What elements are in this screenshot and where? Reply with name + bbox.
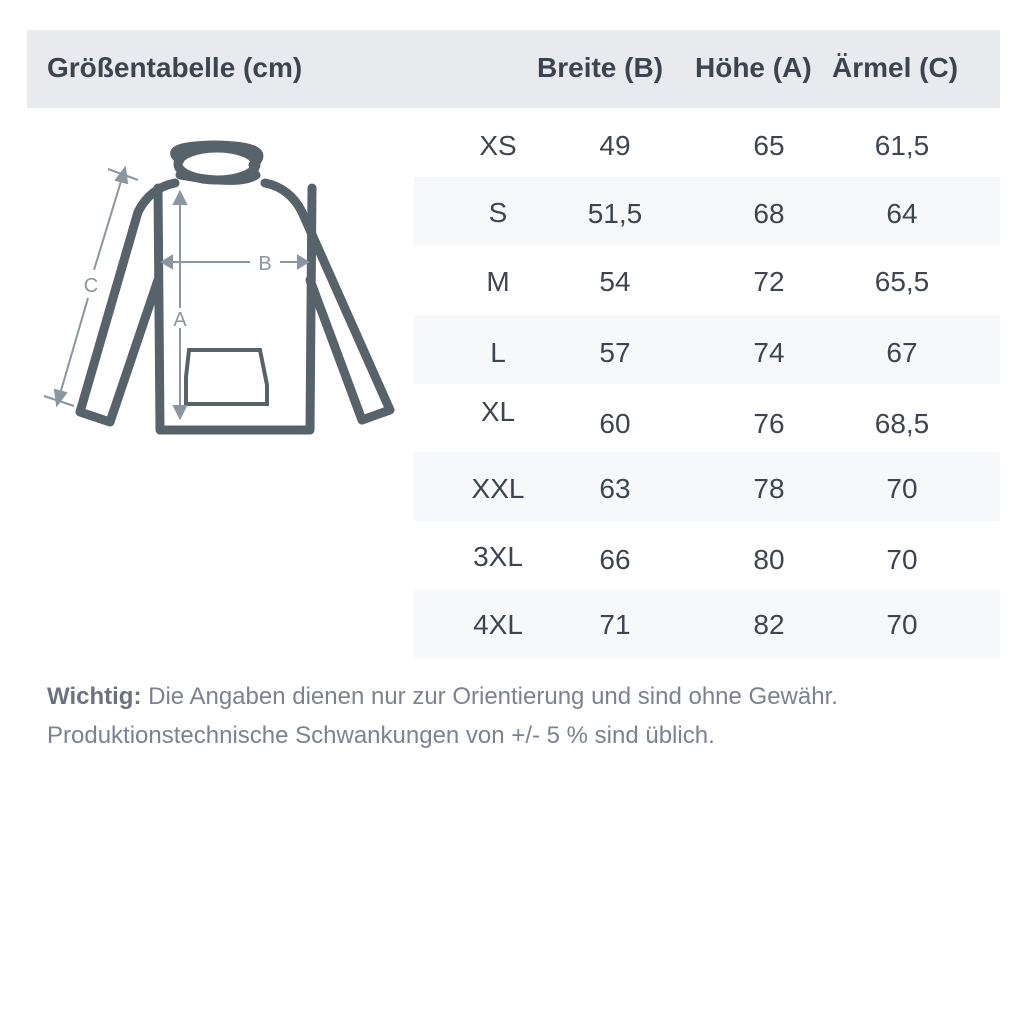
hoehe-cell: 78 (753, 473, 785, 504)
aermel-cell: 68,5 (874, 408, 930, 439)
breite-cell: 51,5 (587, 198, 643, 229)
size-cell: 4XL (473, 609, 523, 640)
table-row: 4XL 71 82 70 (414, 590, 1000, 658)
breite-cell: 63 (599, 473, 631, 504)
aermel-cell: 65,5 (874, 266, 930, 297)
size-cell: S (488, 197, 508, 228)
hoehe-cell: 82 (753, 609, 785, 640)
breite-cell: 54 (599, 266, 631, 297)
aermel-cell: 70 (886, 473, 918, 504)
hoehe-cell: 72 (753, 266, 785, 297)
hoehe-cell: 68 (753, 198, 785, 229)
hoehe-cell: 76 (753, 408, 785, 439)
note-line-1: Die Angaben dienen nur zur Orientierung … (148, 683, 838, 710)
label-b: B (258, 253, 271, 275)
aermel-cell: 61,5 (874, 130, 930, 161)
table-row: XL 60 76 68,5 (414, 384, 1000, 452)
column-header-breite: Breite (B) (537, 52, 664, 83)
hoehe-cell: 80 (753, 544, 785, 575)
size-cell: M (486, 266, 510, 297)
aermel-cell: 67 (886, 337, 918, 368)
hoehe-cell: 74 (753, 337, 785, 368)
breite-cell: 49 (599, 130, 631, 161)
label-c: C (84, 275, 98, 297)
aermel-cell: 64 (886, 198, 918, 229)
label-a: A (173, 309, 187, 331)
breite-cell: 66 (599, 544, 631, 575)
breite-cell: 71 (599, 609, 631, 640)
hoodie-diagram-icon: B A C (43, 140, 395, 435)
column-header-aermel: Ärmel (C) (832, 52, 959, 83)
size-cell: XXL (471, 473, 525, 504)
aermel-cell: 70 (886, 544, 918, 575)
table-row: S 51,5 68 64 (414, 177, 1000, 246)
column-header-hoehe: Höhe (A) (695, 52, 812, 83)
aermel-cell: 70 (886, 609, 918, 640)
size-cell: XL (480, 396, 516, 427)
note-line-2: Produktionstechnische Schwankungen von +… (47, 722, 715, 749)
table-row: L 57 74 67 (414, 315, 1000, 384)
table-row: XXL 63 78 70 (414, 452, 1000, 521)
size-cell: 3XL (473, 541, 523, 572)
size-cell: L (490, 337, 506, 368)
hoehe-cell: 65 (753, 130, 785, 161)
disclaimer-note: Wichtig: Die Angaben dienen nur zur Orie… (47, 677, 838, 755)
table-header: Größentabelle (cm) Breite (B) Höhe (A) Ä… (27, 30, 1000, 108)
breite-cell: 57 (599, 337, 631, 368)
table-row: XS 49 65 61,5 (414, 110, 1000, 177)
breite-cell: 60 (599, 408, 631, 439)
size-cell: XS (479, 130, 517, 161)
note-label: Wichtig: (47, 683, 142, 710)
table-row: M 54 72 65,5 (414, 246, 1000, 315)
page-title: Größentabelle (cm) (47, 52, 303, 83)
table-row: 3XL 66 80 70 (414, 521, 1000, 590)
